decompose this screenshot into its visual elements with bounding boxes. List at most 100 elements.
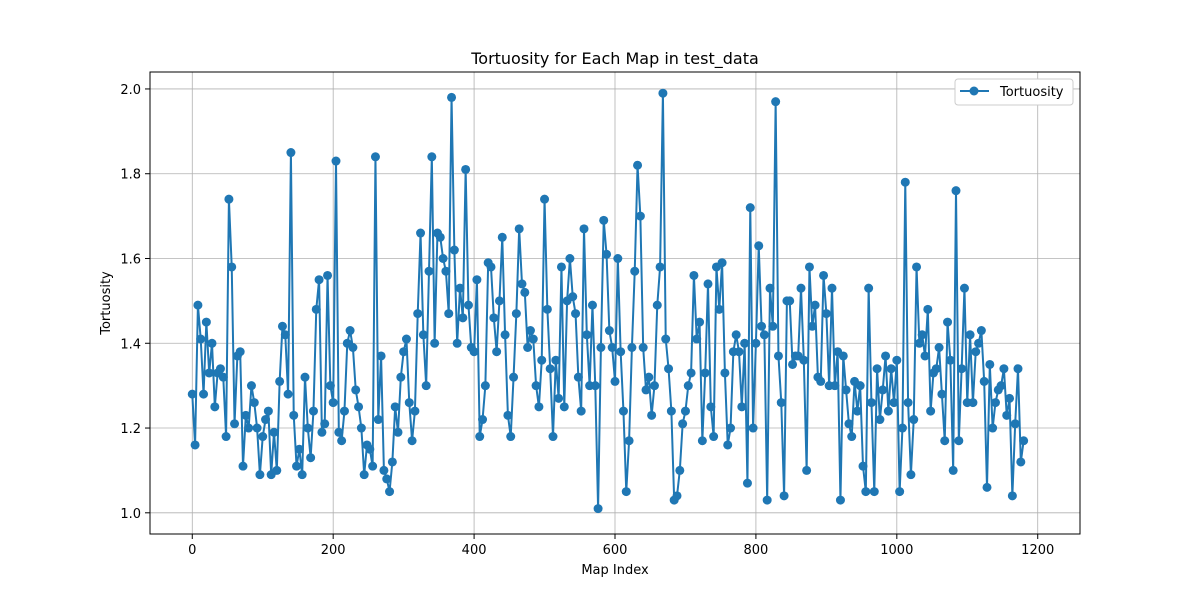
data-point xyxy=(917,330,927,340)
data-point xyxy=(548,432,558,442)
data-point xyxy=(438,254,448,263)
data-point xyxy=(385,487,395,497)
data-point xyxy=(410,406,420,416)
data-point xyxy=(306,453,316,463)
data-point xyxy=(976,326,986,336)
data-point xyxy=(737,402,747,412)
data-point xyxy=(999,364,1009,374)
data-point xyxy=(979,376,989,386)
data-point xyxy=(376,351,386,361)
y-tick-label: 1.2 xyxy=(120,422,141,437)
data-point xyxy=(517,279,527,289)
data-point xyxy=(283,389,293,399)
data-point xyxy=(582,330,592,340)
data-point xyxy=(658,88,668,98)
data-point xyxy=(968,398,978,408)
data-point xyxy=(401,334,411,344)
x-tick-label: 400 xyxy=(462,543,487,558)
data-point xyxy=(593,504,603,514)
data-point xyxy=(723,440,733,450)
data-point xyxy=(807,321,817,331)
data-point xyxy=(486,262,496,272)
data-point xyxy=(618,406,628,416)
data-point xyxy=(714,304,724,314)
data-point xyxy=(218,372,228,382)
data-point xyxy=(734,347,744,357)
data-point xyxy=(883,406,893,416)
data-point xyxy=(773,351,783,361)
data-point xyxy=(559,402,569,412)
data-point xyxy=(926,406,936,416)
data-point xyxy=(906,470,916,480)
data-point xyxy=(881,351,891,361)
data-point xyxy=(390,402,400,412)
data-point xyxy=(686,368,696,378)
data-point xyxy=(934,343,944,352)
data-point xyxy=(334,427,344,437)
x-tick-label: 0 xyxy=(188,543,196,558)
data-point xyxy=(359,470,369,480)
data-point xyxy=(672,491,682,501)
data-point xyxy=(458,313,468,323)
data-point xyxy=(337,436,347,446)
data-point xyxy=(269,427,279,437)
data-point xyxy=(957,364,967,374)
y-tick-label: 1.0 xyxy=(120,507,141,522)
data-point xyxy=(613,254,623,263)
data-point xyxy=(314,275,324,285)
data-point xyxy=(965,330,975,340)
data-point xyxy=(821,309,831,319)
data-point xyxy=(427,152,437,162)
data-point xyxy=(858,461,868,471)
data-point xyxy=(382,474,392,484)
legend: Tortuosity xyxy=(954,78,1074,106)
data-point xyxy=(683,381,693,391)
data-point xyxy=(678,419,688,429)
data-point xyxy=(779,491,789,501)
data-point xyxy=(328,398,338,408)
data-point xyxy=(1005,393,1015,403)
data-point xyxy=(897,423,907,433)
data-point xyxy=(1010,419,1020,429)
data-point xyxy=(590,381,600,391)
data-point xyxy=(587,300,597,310)
data-point xyxy=(475,432,485,442)
data-point xyxy=(816,376,826,386)
data-point xyxy=(796,283,806,293)
data-point xyxy=(748,423,758,433)
data-point xyxy=(799,355,809,365)
data-point xyxy=(864,283,874,293)
data-point xyxy=(754,241,764,251)
data-point xyxy=(258,432,268,442)
data-point xyxy=(692,334,702,344)
data-point xyxy=(249,398,259,408)
data-point xyxy=(506,432,516,442)
data-point xyxy=(292,461,302,471)
data-point xyxy=(827,283,837,293)
data-point xyxy=(726,423,736,433)
data-point xyxy=(246,381,256,391)
data-point xyxy=(742,478,752,488)
data-point xyxy=(447,92,457,102)
data-point xyxy=(286,148,296,158)
data-point xyxy=(841,385,851,395)
data-point xyxy=(819,270,829,280)
data-point xyxy=(201,317,211,327)
data-point xyxy=(866,398,876,408)
data-point xyxy=(771,97,781,107)
data-point xyxy=(297,470,307,480)
data-point xyxy=(720,368,730,378)
data-point xyxy=(244,423,254,433)
data-point xyxy=(492,347,502,357)
data-point xyxy=(545,364,555,374)
data-point xyxy=(531,381,541,391)
x-tick-label: 600 xyxy=(603,543,628,558)
data-point xyxy=(199,389,209,399)
data-point xyxy=(252,423,262,433)
data-point xyxy=(478,415,488,425)
data-point xyxy=(1019,436,1029,446)
data-point xyxy=(556,262,566,272)
data-point xyxy=(365,444,375,454)
data-point xyxy=(230,419,240,429)
